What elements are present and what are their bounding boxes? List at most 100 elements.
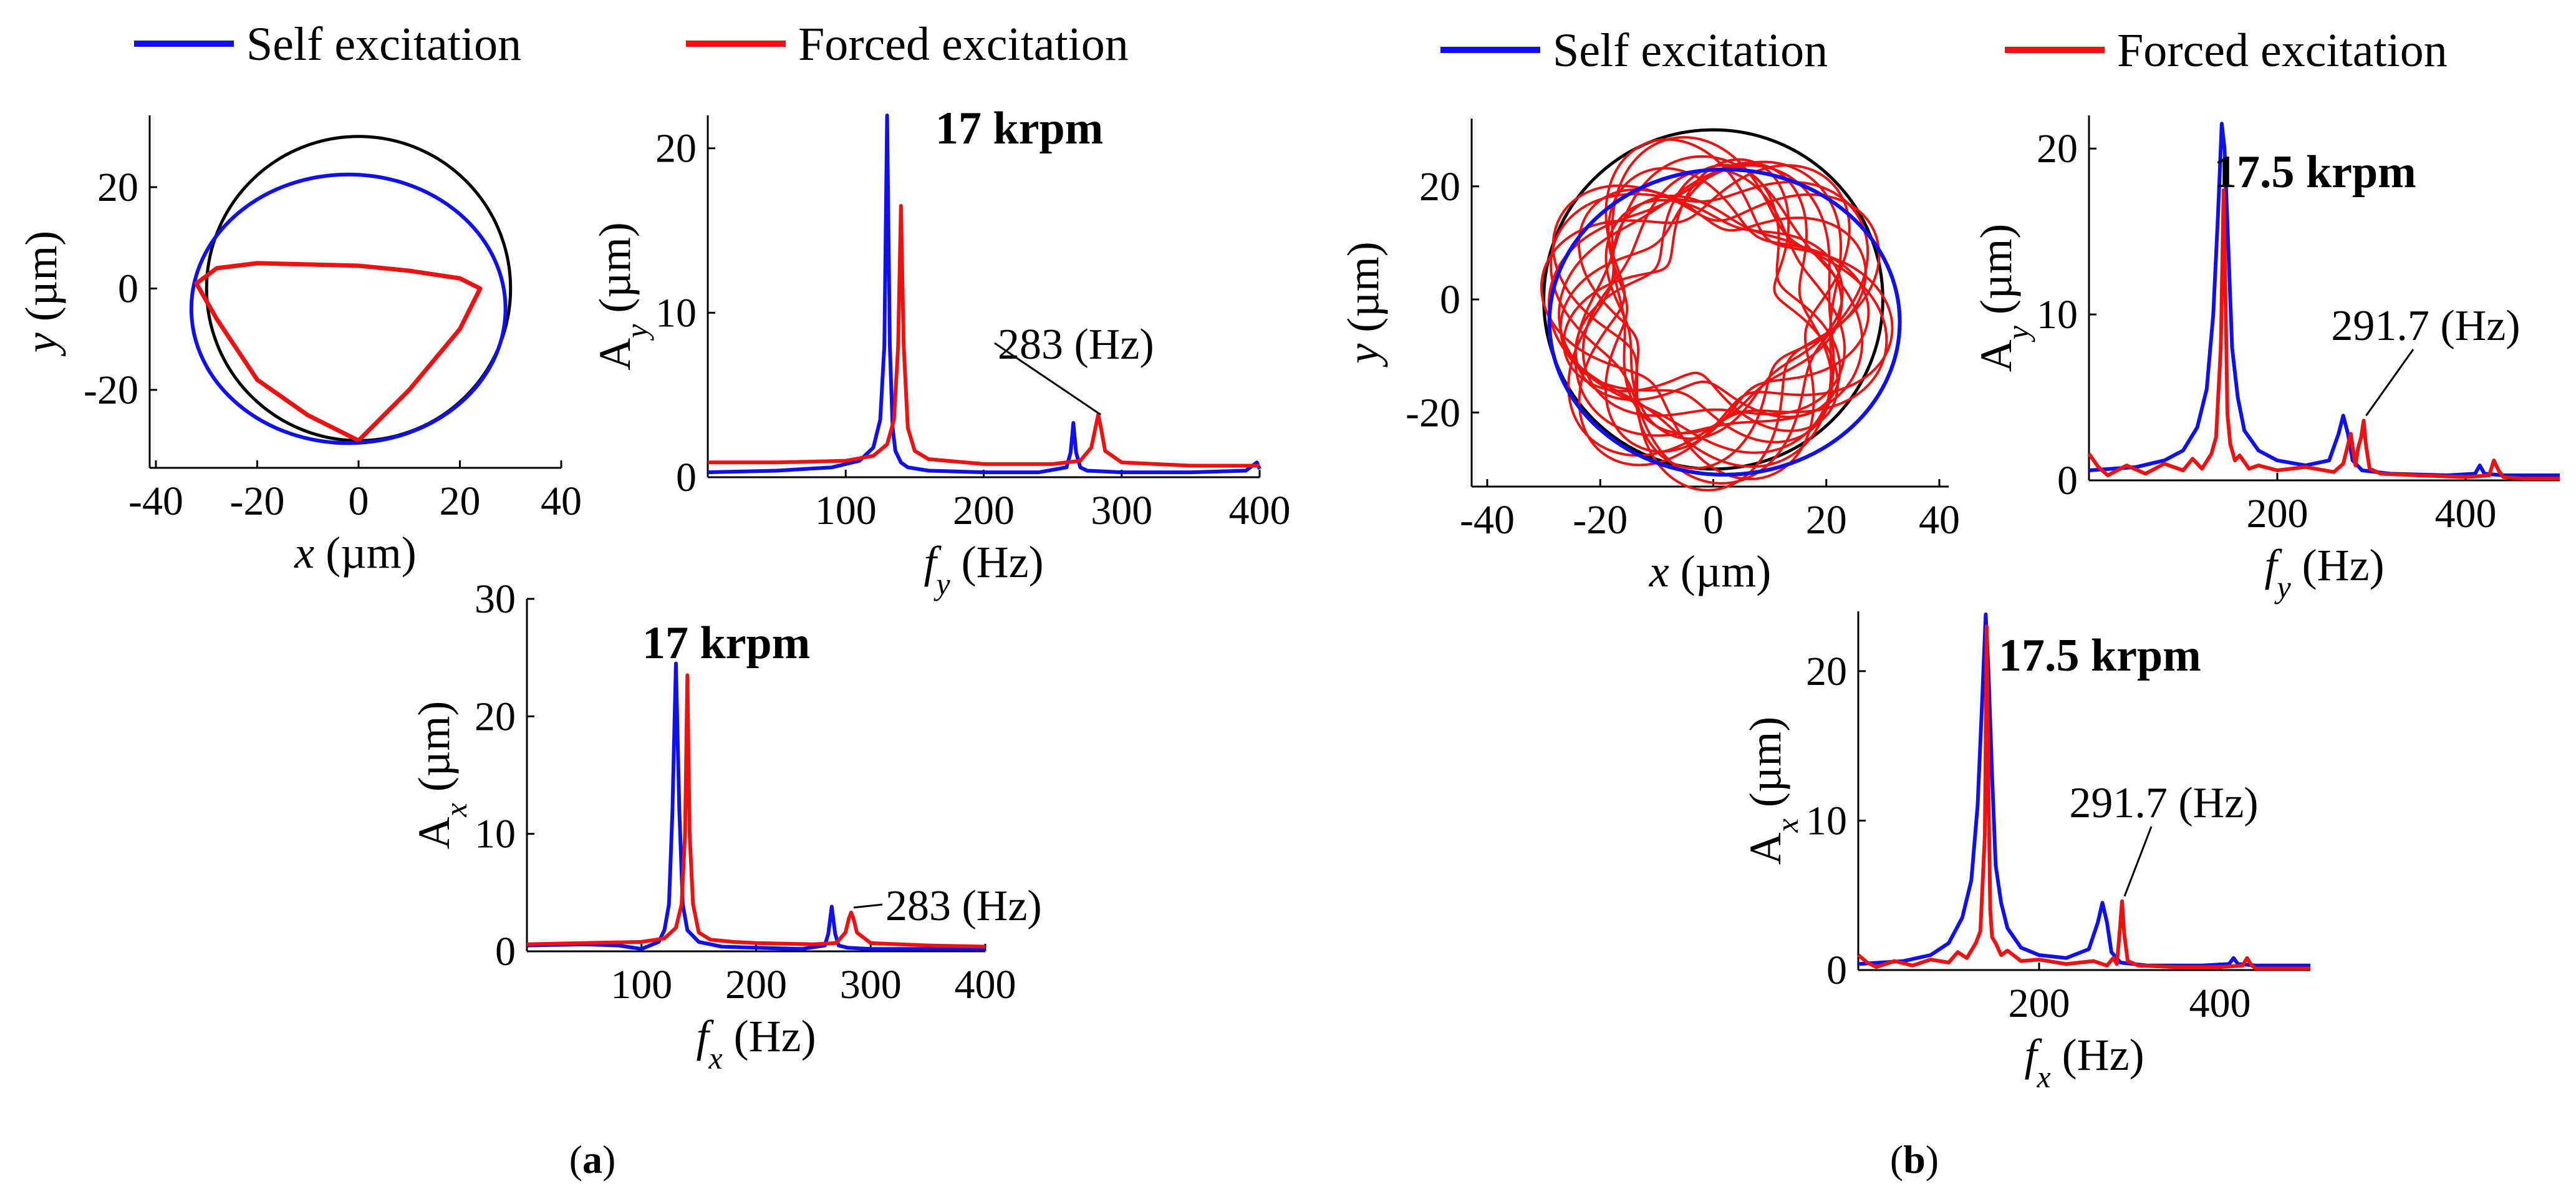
y-tick-label: -20	[84, 367, 138, 413]
series-forced-spectrum	[2087, 188, 2560, 481]
x-tick-label: 300	[840, 962, 902, 1007]
annotation-leader	[994, 342, 1101, 415]
y-axis-label: Ay (µm)	[1971, 224, 2035, 372]
forced-orbit-loop	[1578, 138, 1894, 467]
x-tick-label: 200	[2247, 491, 2308, 536]
peak-annotation: 283 (Hz)	[885, 882, 1042, 930]
forced-orbit-loop	[1562, 158, 1840, 432]
plot-b-orbit: -40 -20 0 20 40 -20 0 20 x (µm) y (µm)	[1338, 119, 1960, 596]
panel-label-a: (a)	[569, 1137, 616, 1182]
legend-a: Self excitation Forced excitation	[134, 18, 1129, 70]
peak-annotation: 291.7 (Hz)	[2331, 302, 2520, 350]
annotation-leader	[2365, 349, 2414, 417]
x-tick-label: 100	[815, 488, 877, 533]
annotation-leader	[853, 903, 883, 909]
x-tick-label: 400	[2189, 981, 2251, 1026]
y-tick-label: 30	[475, 576, 516, 622]
y-tick-label: 20	[2037, 126, 2078, 172]
x-tick-label: 40	[1919, 497, 1960, 543]
plot-a-ay: 100 200 300 400 0 10 20 fy (Hz) Ay (µm) 17 krpm 28…	[590, 103, 1291, 601]
forced-orbit-loop	[1549, 180, 1869, 485]
x-tick-label: 200	[953, 488, 1015, 533]
y-tick-label: 0	[1826, 948, 1847, 993]
y-tick-label: 0	[676, 455, 697, 500]
y-tick-label: 20	[1419, 164, 1460, 210]
peak-annotation: 291.7 (Hz)	[2069, 779, 2258, 827]
y-tick-label: -20	[1406, 390, 1460, 435]
speed-label: 17.5 krpm	[1999, 630, 2201, 681]
legend-a-self-label: Self excitation	[246, 18, 521, 70]
x-axis-label: fy (Hz)	[924, 537, 1043, 601]
x-tick-label: 20	[1806, 497, 1847, 543]
y-axis-label: y (µm)	[1338, 241, 1388, 367]
series-forced-orbit	[194, 261, 483, 443]
x-tick-label: -40	[1460, 497, 1515, 543]
x-tick-label: 200	[725, 962, 787, 1007]
panel-label-b: (b)	[1890, 1137, 1939, 1182]
x-tick-label: 0	[1703, 497, 1724, 543]
x-tick-label: 400	[955, 962, 1016, 1007]
y-tick-label: 10	[1806, 798, 1847, 843]
y-axis-label: Ax (µm)	[409, 701, 473, 850]
clearance-circle	[1542, 128, 1884, 471]
legend-b: Self excitation Forced excitation	[1440, 24, 2448, 77]
series-forced-spectrum	[708, 204, 1260, 468]
series-self-spectrum	[707, 114, 1261, 475]
forced-orbit-loop	[1558, 163, 1835, 454]
x-tick-label: 300	[1091, 488, 1152, 533]
y-tick-label: 10	[655, 290, 697, 336]
plot-b-ax: 200 400 0 10 20 fx (Hz) Ax (µm) 17.5 krpm 291.7 …	[1740, 611, 2310, 1094]
y-tick-label: 0	[2057, 458, 2078, 503]
x-tick-label: -20	[230, 478, 285, 524]
forced-orbit-loop	[1567, 136, 1888, 457]
peak-annotation: 283 (Hz)	[998, 321, 1154, 369]
forced-orbit-loop	[1547, 160, 1843, 468]
y-axis-label: Ax (µm)	[1740, 717, 1805, 865]
y-tick-label: 0	[1440, 277, 1460, 323]
speed-label: 17 krpm	[935, 103, 1103, 154]
y-tick-label: 0	[495, 929, 516, 974]
y-tick-label: 10	[475, 812, 516, 857]
clearance-circle	[205, 135, 513, 442]
x-axis-label: x (µm)	[1649, 546, 1771, 596]
x-tick-label: 40	[541, 478, 582, 524]
forced-orbit-loop	[1577, 188, 1867, 470]
forced-orbit-loop	[1611, 194, 1843, 435]
x-tick-label: 0	[349, 478, 369, 524]
series-self-orbit	[189, 172, 508, 445]
forced-orbit-loop	[1574, 155, 1864, 437]
x-axis-label: x (µm)	[294, 528, 416, 578]
y-axis-label: y (µm)	[16, 231, 66, 357]
legend-a-forced-label: Forced excitation	[798, 18, 1129, 70]
series-self-orbit-front	[1547, 167, 1902, 477]
x-tick-label: 400	[2435, 491, 2497, 536]
y-tick-label: 20	[97, 165, 138, 210]
forced-orbit-loop	[1540, 164, 1851, 481]
series-forced-spectrum	[526, 673, 986, 949]
series-self-spectrum	[526, 661, 985, 951]
y-tick-label: 20	[655, 126, 697, 172]
x-axis-label: fy (Hz)	[2264, 540, 2384, 604]
y-tick-label: 0	[118, 266, 138, 312]
plot-b-ay: 200 400 0 10 20 fy (Hz) Ay (µm) 17.5 krpm 291.7 …	[1971, 115, 2560, 604]
legend-b-forced-label: Forced excitation	[2117, 24, 2448, 77]
legend-b-self-label: Self excitation	[1553, 24, 1828, 77]
x-tick-label: 100	[610, 962, 672, 1007]
y-tick-label: 10	[2037, 292, 2078, 337]
plot-a-orbit: -40 -20 0 20 40 -20 0 20 x (µm) y (µm)	[16, 115, 582, 578]
x-tick-label: 20	[440, 478, 481, 524]
annotation-leader	[2123, 826, 2153, 897]
y-tick-label: 20	[475, 694, 516, 739]
y-tick-label: 20	[1806, 649, 1847, 694]
x-tick-label: -40	[128, 478, 183, 524]
x-tick-label: 400	[1229, 488, 1291, 533]
x-axis-label: fx (Hz)	[696, 1011, 816, 1075]
speed-label: 17.5 krpm	[2214, 147, 2416, 198]
y-axis-label: Ay (µm)	[590, 222, 654, 371]
x-tick-label: -20	[1573, 497, 1628, 543]
series-forced-spectrum	[1857, 624, 2310, 971]
plot-a-ax: 100 200 300 400 0 10 20 30 fx (Hz) Ax (µm) 17 krpm…	[409, 576, 1042, 1075]
speed-label: 17 krpm	[642, 618, 810, 669]
x-axis-label: fx (Hz)	[2024, 1030, 2144, 1094]
